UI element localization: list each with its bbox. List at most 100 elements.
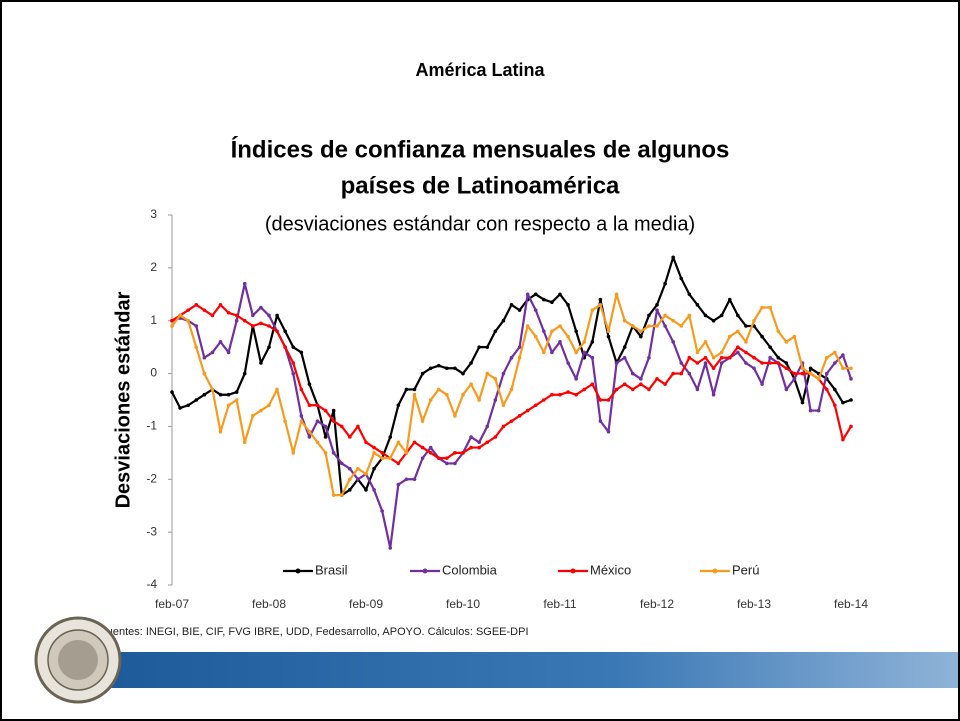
series-point	[606, 329, 611, 334]
series-point	[614, 292, 619, 297]
footer-bar	[100, 652, 958, 688]
series-point	[816, 408, 821, 413]
series-point	[525, 408, 530, 413]
series-point	[234, 318, 239, 323]
series-point	[242, 440, 247, 445]
series-point	[339, 461, 344, 466]
series-point	[533, 292, 538, 297]
series-point	[315, 419, 320, 423]
series-point	[501, 403, 506, 408]
series-point	[800, 371, 805, 376]
series-point	[598, 297, 603, 302]
series-point	[849, 377, 853, 381]
series-point	[695, 361, 700, 365]
series-point	[776, 355, 781, 360]
series-point	[251, 324, 255, 328]
series-point	[453, 461, 457, 466]
series-point	[186, 318, 190, 323]
series-point	[687, 292, 692, 297]
series-point	[792, 377, 797, 381]
series-point	[768, 361, 772, 365]
logo	[34, 616, 122, 704]
series-point	[299, 387, 304, 392]
series-point	[768, 305, 772, 310]
series-point	[849, 398, 853, 402]
series-point	[469, 435, 473, 439]
series-point	[655, 303, 659, 307]
series-point	[752, 318, 756, 323]
series-point	[436, 387, 441, 392]
series-point	[170, 324, 174, 328]
series-point	[566, 334, 570, 339]
series-point	[816, 377, 821, 381]
series-point	[348, 488, 352, 492]
series-point	[218, 340, 223, 344]
series-point	[622, 345, 627, 349]
series-point	[590, 340, 595, 344]
series-point	[428, 445, 433, 450]
series-point	[299, 414, 304, 418]
series-point	[663, 281, 667, 286]
series-point	[477, 445, 481, 450]
series-point	[833, 403, 837, 408]
chart-subtitle: (desviaciones estándar con respecto a la…	[265, 213, 695, 235]
series-point	[218, 303, 223, 307]
series-point	[396, 482, 401, 487]
series-point	[574, 377, 578, 381]
series-point	[461, 371, 465, 376]
series-point	[445, 366, 449, 371]
series-point	[226, 350, 231, 355]
series-point	[841, 437, 845, 442]
series-point	[703, 340, 708, 344]
series-point	[356, 466, 360, 471]
series-point	[291, 361, 296, 365]
legend-marker	[570, 568, 576, 574]
series-point	[598, 398, 603, 402]
series-point	[776, 329, 781, 334]
series-point	[307, 382, 312, 386]
series-point	[824, 371, 829, 376]
y-axis-label: Desviaciones estándar	[112, 291, 134, 508]
series-point	[792, 334, 797, 339]
series-point	[412, 440, 417, 445]
series-point	[849, 424, 853, 429]
series-point	[768, 345, 772, 349]
series-point	[679, 371, 684, 376]
series-point	[655, 377, 659, 381]
series-point	[744, 361, 748, 365]
series-point	[275, 313, 279, 318]
series-point	[590, 308, 595, 312]
series-point	[485, 345, 490, 349]
y-tick-label: -2	[146, 471, 157, 485]
series-point	[461, 451, 465, 455]
y-tick-label: -3	[146, 524, 157, 538]
series-point	[841, 400, 845, 405]
series-point	[469, 361, 473, 365]
series-point	[711, 392, 716, 397]
series-point	[574, 392, 578, 397]
series-point	[679, 276, 684, 281]
legend-label: Colombia	[442, 562, 498, 577]
series-point	[550, 392, 554, 397]
series-point	[679, 324, 684, 328]
series-point	[630, 324, 635, 328]
series-point	[501, 318, 506, 323]
series-point	[469, 382, 473, 386]
series-point	[356, 424, 360, 429]
series-point	[776, 361, 781, 365]
series-point	[800, 400, 805, 405]
legend-label: Perú	[732, 562, 759, 577]
series-point	[186, 308, 190, 312]
series-point	[582, 340, 587, 344]
series-point	[695, 387, 700, 392]
series-point	[671, 340, 675, 344]
series-point	[210, 387, 215, 392]
series-point	[622, 318, 627, 323]
series-point	[323, 435, 328, 439]
series-point	[784, 361, 789, 365]
series-point	[598, 419, 603, 423]
series-point	[404, 451, 409, 455]
series-point	[396, 403, 401, 408]
series-point	[744, 340, 748, 344]
